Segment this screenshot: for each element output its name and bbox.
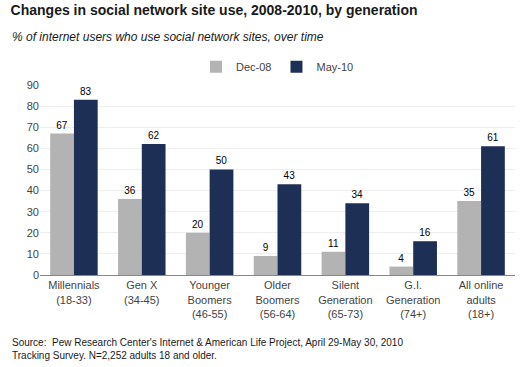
svg-text:11: 11: [328, 238, 339, 249]
svg-text:OlderBoomers(56-64): OlderBoomers(56-64): [255, 279, 300, 320]
svg-text:62: 62: [148, 130, 160, 141]
svg-text:35: 35: [463, 187, 475, 198]
svg-text:34: 34: [351, 189, 363, 200]
svg-text:G.I.Generation(74+): G.I.Generation(74+): [386, 279, 440, 320]
svg-text:Changes in social network site: Changes in social network site use, 2008…: [11, 2, 418, 18]
svg-text:40: 40: [27, 184, 39, 196]
svg-text:Dec-08: Dec-08: [236, 61, 271, 73]
svg-text:80: 80: [27, 100, 39, 112]
svg-text:90: 90: [27, 79, 39, 91]
svg-text:61: 61: [487, 132, 499, 143]
svg-text:% of internet users who use so: % of internet users who use social netwo…: [12, 30, 324, 44]
svg-text:All onlineadults(18+): All onlineadults(18+): [459, 279, 504, 320]
svg-text:0: 0: [33, 269, 39, 281]
svg-text:YoungerBoomers(46-55): YoungerBoomers(46-55): [188, 279, 233, 320]
svg-text:83: 83: [80, 86, 92, 97]
svg-text:20: 20: [27, 227, 39, 239]
svg-text:Source: Pew Research Center's: Source: Pew Research Center's Internet &…: [12, 337, 403, 361]
svg-text:36: 36: [124, 185, 136, 196]
svg-text:50: 50: [27, 163, 39, 175]
svg-text:10: 10: [27, 248, 39, 260]
svg-text:SilentGeneration(65-73): SilentGeneration(65-73): [318, 279, 372, 320]
svg-text:50: 50: [216, 155, 228, 166]
svg-text:30: 30: [27, 206, 39, 218]
svg-text:Millennials(18-33): Millennials(18-33): [48, 279, 100, 305]
svg-text:20: 20: [192, 219, 204, 230]
svg-text:60: 60: [27, 142, 39, 154]
svg-text:4: 4: [398, 253, 404, 264]
svg-text:Gen X(34-45): Gen X(34-45): [124, 279, 159, 305]
svg-text:9: 9: [263, 242, 269, 253]
svg-text:67: 67: [56, 120, 68, 131]
svg-text:43: 43: [284, 170, 296, 181]
svg-text:May-10: May-10: [316, 61, 353, 73]
svg-text:70: 70: [27, 121, 39, 133]
svg-text:16: 16: [419, 227, 431, 238]
